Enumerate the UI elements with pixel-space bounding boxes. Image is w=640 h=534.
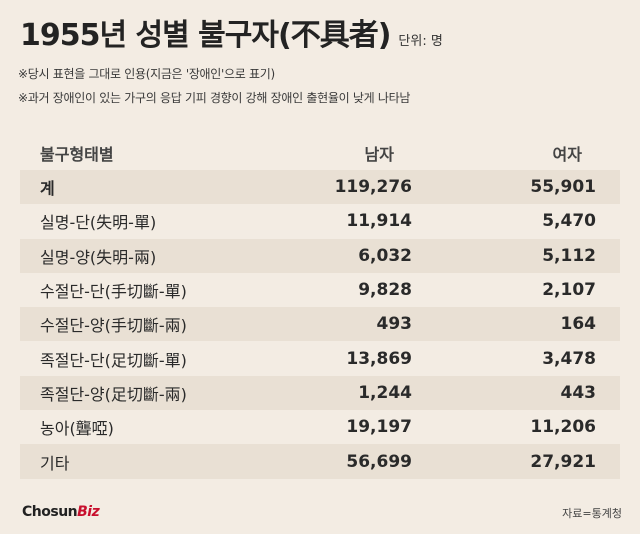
row-male: 493 [376,314,413,335]
note-2: ※과거 장애인이 있는 가구의 응답 기피 경향이 강해 장애인 출현율이 낮게… [18,91,411,105]
chosunbiz-logo: ChosunBiz [22,504,100,520]
table-row: 농아(聾啞) 19,197 11,206 [20,410,620,444]
row-male: 13,869 [346,348,412,369]
row-female: 5,112 [542,245,596,266]
row-female: 11,206 [530,417,596,438]
row-male: 119,276 [334,177,412,198]
note-1: ※당시 표현을 그대로 인용(지금은 '장애인'으로 표기) [18,67,275,81]
row-female: 27,921 [530,451,596,472]
table-row: 수절단-단(手切斷-單) 9,828 2,107 [20,273,620,307]
disability-table: 불구형태별 남자 여자 계 119,276 55,901 실명-단(失明-單) … [20,136,620,479]
table-row: 족절단-양(足切斷-兩) 1,244 443 [20,375,620,411]
page-title: 1955년 성별 불구자(不具者) [20,18,391,53]
table-row: 족절단-단(足切斷-單) 13,869 3,478 [20,341,620,375]
row-type: 계 [40,179,55,199]
row-female: 3,478 [542,348,596,369]
row-type: 수절단-단(手切斷-單) [40,282,187,302]
row-male: 1,244 [358,382,412,403]
header-female: 여자 [552,145,582,164]
row-male: 11,914 [346,211,412,232]
row-female: 5,470 [542,211,596,232]
row-male: 9,828 [358,280,412,301]
table-row: 수절단-양(手切斷-兩) 493 164 [20,307,620,342]
row-type: 실명-양(失明-兩) [40,247,157,267]
row-type: 농아(聾啞) [40,419,114,439]
header-type: 불구형태별 [40,145,114,164]
row-female: 164 [560,314,597,335]
header-male: 남자 [364,145,394,164]
table-row: 실명-단(失明-單) 11,914 5,470 [20,204,620,238]
row-type: 족절단-단(足切斷-單) [40,350,187,370]
row-male: 19,197 [346,417,412,438]
unit-label: 단위: 명 [398,34,443,49]
row-female: 443 [560,382,597,403]
row-type: 실명-단(失明-單) [40,213,157,233]
logo-accent: Biz [77,504,100,520]
title-row: 1955년 성별 불구자(不具者) 단위: 명 [20,10,443,54]
table-header: 불구형태별 남자 여자 [20,136,620,170]
table-row: 기타 56,699 27,921 [20,444,620,479]
row-female: 2,107 [542,280,596,301]
table-row: 계 119,276 55,901 [20,170,620,205]
row-type: 수절단-양(手切斷-兩) [40,316,187,336]
logo-main: Chosun [22,504,78,520]
row-female: 55,901 [530,177,596,198]
row-type: 족절단-양(足切斷-兩) [40,384,187,404]
row-type: 기타 [40,453,70,473]
row-male: 6,032 [358,245,412,266]
row-male: 56,699 [346,451,412,472]
source-note: 자료=통계청 [562,507,622,520]
table-row: 실명-양(失明-兩) 6,032 5,112 [20,238,620,273]
